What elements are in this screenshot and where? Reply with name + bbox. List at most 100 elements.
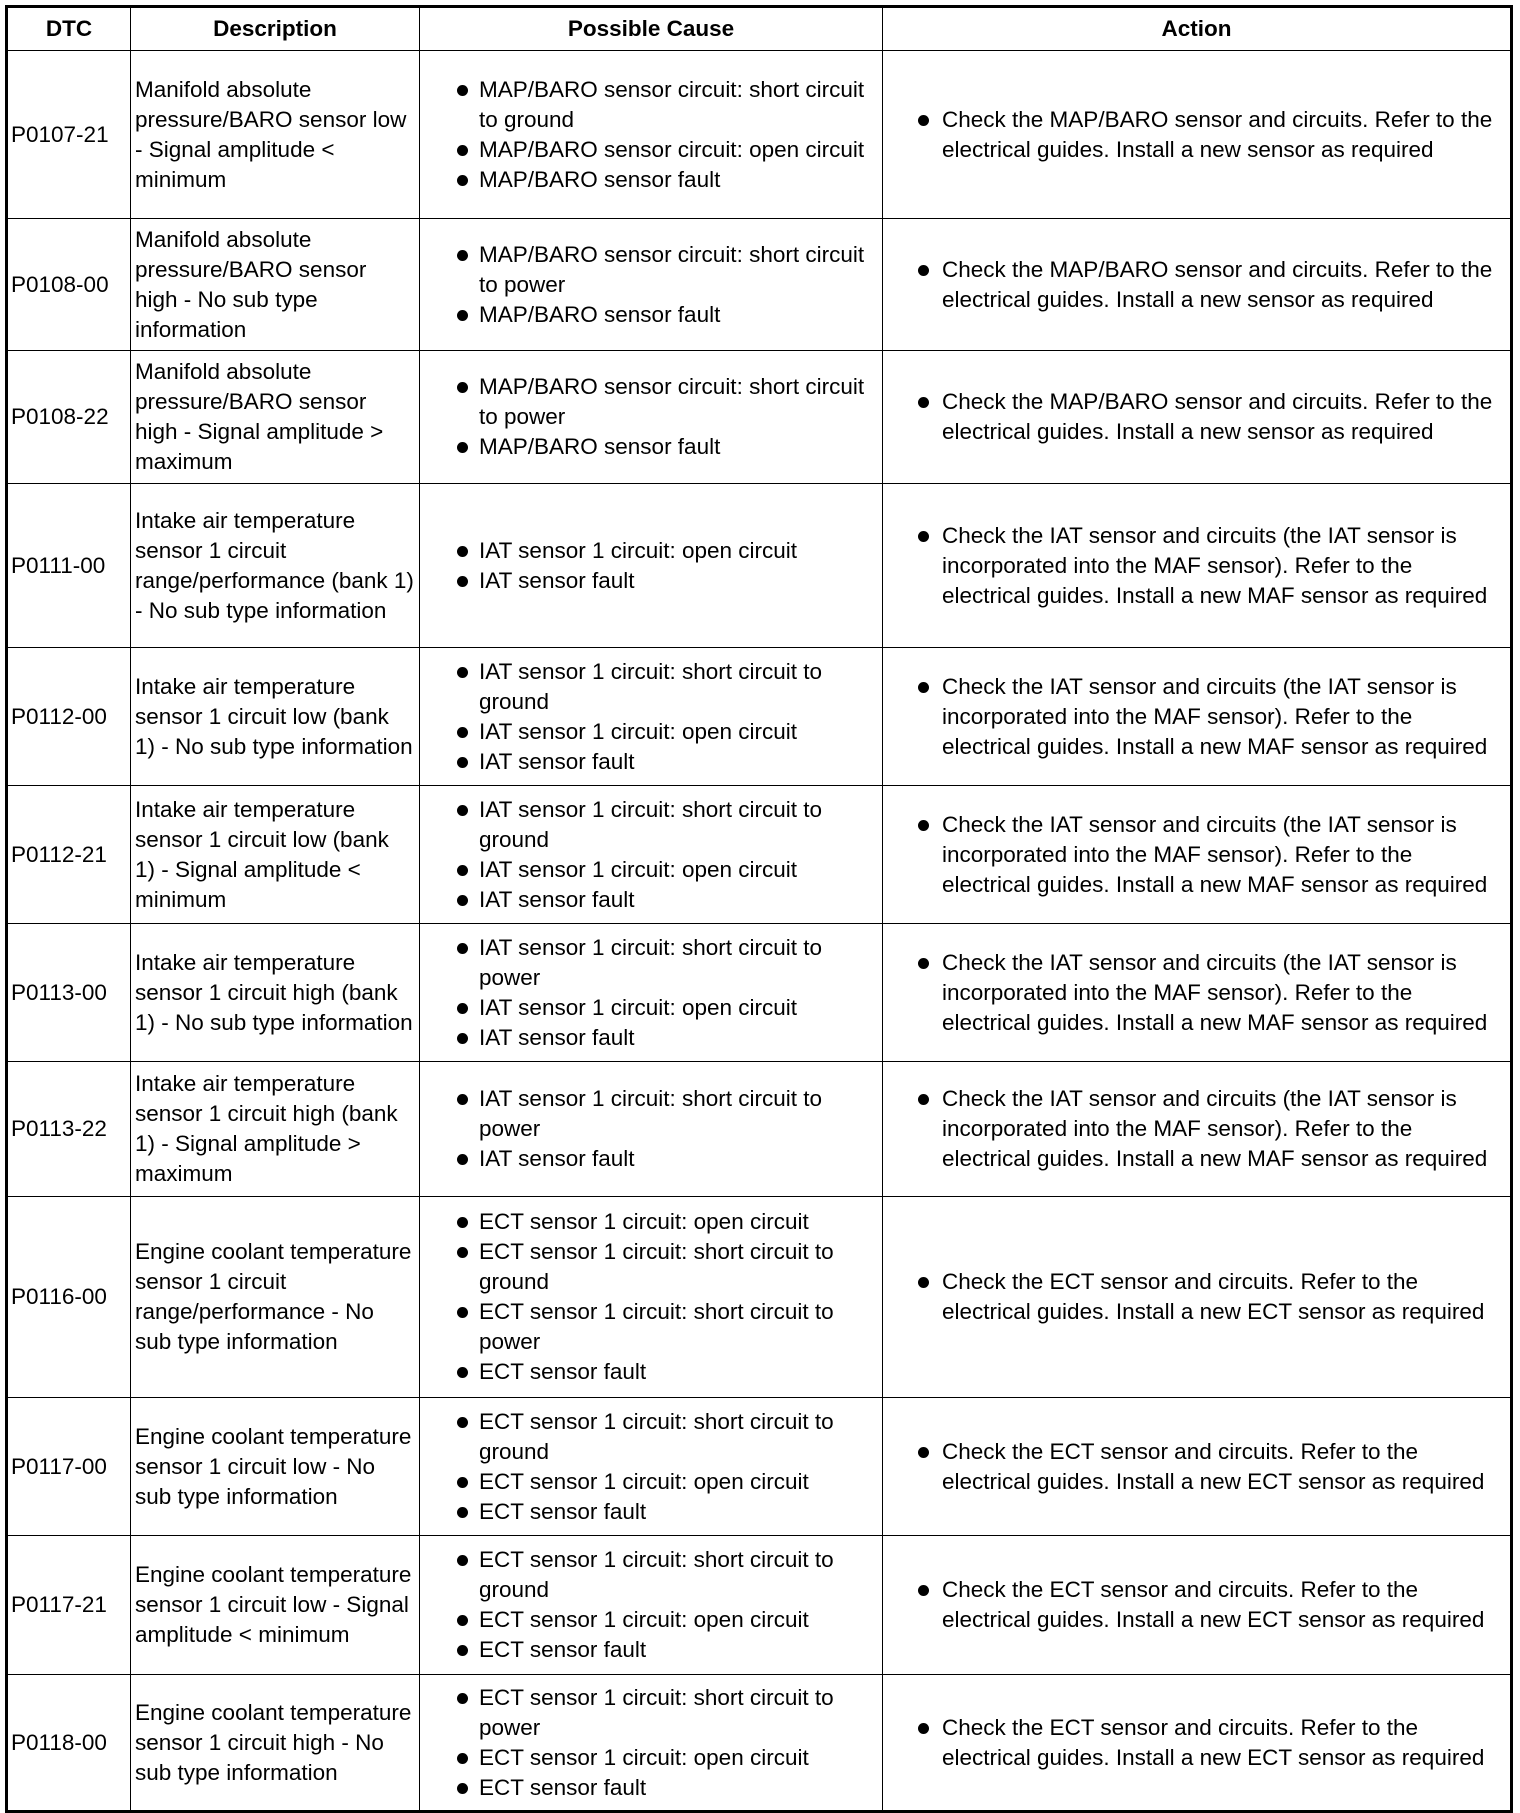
- description: Engine coolant temperature sensor 1 circ…: [130, 1397, 420, 1536]
- possible-causes: MAP/BARO sensor circuit: short circuit t…: [419, 50, 883, 219]
- dtc-code: P0108-22: [6, 350, 131, 484]
- action: Check the MAP/BARO sensor and circuits. …: [882, 350, 1512, 484]
- action: Check the IAT sensor and circuits (the I…: [882, 1061, 1512, 1197]
- action: Check the IAT sensor and circuits (the I…: [882, 483, 1512, 648]
- action: Check the IAT sensor and circuits (the I…: [882, 647, 1512, 786]
- cause-item: ECT sensor 1 circuit: short circuit to p…: [457, 1683, 878, 1743]
- action: Check the ECT sensor and circuits. Refer…: [882, 1196, 1512, 1398]
- action: Check the IAT sensor and circuits (the I…: [882, 923, 1512, 1062]
- possible-causes: IAT sensor 1 circuit: short circuit to g…: [419, 785, 883, 924]
- cause-item: ECT sensor 1 circuit: open circuit: [457, 1743, 878, 1773]
- header-action: Action: [882, 6, 1512, 51]
- action-item: Check the MAP/BARO sensor and circuits. …: [918, 105, 1506, 165]
- action-item: Check the ECT sensor and circuits. Refer…: [918, 1267, 1506, 1327]
- action-item: Check the ECT sensor and circuits. Refer…: [918, 1437, 1506, 1497]
- dtc-code: P0113-00: [6, 923, 131, 1062]
- dtc-code: P0113-22: [6, 1061, 131, 1197]
- action: Check the ECT sensor and circuits. Refer…: [882, 1674, 1512, 1812]
- cause-item: IAT sensor fault: [457, 1144, 878, 1174]
- cause-item: ECT sensor 1 circuit: open circuit: [457, 1605, 878, 1635]
- action: Check the ECT sensor and circuits. Refer…: [882, 1397, 1512, 1536]
- cause-item: ECT sensor 1 circuit: short circuit to g…: [457, 1237, 878, 1297]
- cause-item: ECT sensor 1 circuit: open circuit: [457, 1467, 878, 1497]
- dtc-code: P0107-21: [6, 50, 131, 219]
- header-dtc: DTC: [6, 6, 131, 51]
- dtc-code: P0112-00: [6, 647, 131, 786]
- dtc-code: P0117-21: [6, 1535, 131, 1675]
- description: Manifold absolute pressure/BARO sensor h…: [130, 350, 420, 484]
- cause-item: IAT sensor 1 circuit: short circuit to g…: [457, 795, 878, 855]
- cause-item: ECT sensor fault: [457, 1497, 878, 1527]
- cause-item: MAP/BARO sensor circuit: open circuit: [457, 135, 878, 165]
- action-item: Check the IAT sensor and circuits (the I…: [918, 948, 1506, 1038]
- description: Intake air temperature sensor 1 circuit …: [130, 785, 420, 924]
- description: Engine coolant temperature sensor 1 circ…: [130, 1674, 420, 1812]
- possible-causes: IAT sensor 1 circuit: short circuit to p…: [419, 923, 883, 1062]
- table-row: P0107-21 Manifold absolute pressure/BARO …: [6, 50, 1512, 219]
- dtc-table: DTC Description Possible Cause Action P0…: [5, 5, 1513, 1813]
- description: Engine coolant temperature sensor 1 circ…: [130, 1196, 420, 1398]
- cause-item: IAT sensor 1 circuit: short circuit to p…: [457, 1084, 878, 1144]
- cause-item: ECT sensor 1 circuit: short circuit to g…: [457, 1407, 878, 1467]
- header-row: DTC Description Possible Cause Action: [6, 6, 1512, 51]
- dtc-code: P0108-00: [6, 218, 131, 351]
- action: Check the MAP/BARO sensor and circuits. …: [882, 218, 1512, 351]
- description: Engine coolant temperature sensor 1 circ…: [130, 1535, 420, 1675]
- cause-item: MAP/BARO sensor circuit: short circuit t…: [457, 75, 878, 135]
- cause-item: ECT sensor fault: [457, 1635, 878, 1665]
- table-row: P0113-00 Intake air temperature sensor 1 …: [6, 923, 1512, 1062]
- table-row: P0117-00 Engine coolant temperature senso…: [6, 1397, 1512, 1536]
- cause-item: ECT sensor 1 circuit: short circuit to g…: [457, 1545, 878, 1605]
- possible-causes: IAT sensor 1 circuit: short circuit to p…: [419, 1061, 883, 1197]
- dtc-code: P0118-00: [6, 1674, 131, 1812]
- dtc-code: P0117-00: [6, 1397, 131, 1536]
- header-description: Description: [130, 6, 420, 51]
- action-item: Check the ECT sensor and circuits. Refer…: [918, 1575, 1506, 1635]
- action-item: Check the IAT sensor and circuits (the I…: [918, 521, 1506, 611]
- possible-causes: IAT sensor 1 circuit: open circuit IAT se…: [419, 483, 883, 648]
- table-row: P0112-00 Intake air temperature sensor 1 …: [6, 647, 1512, 786]
- cause-item: IAT sensor 1 circuit: open circuit: [457, 855, 878, 885]
- header-possible-cause: Possible Cause: [419, 6, 883, 51]
- possible-causes: MAP/BARO sensor circuit: short circuit t…: [419, 218, 883, 351]
- cause-item: IAT sensor fault: [457, 885, 878, 915]
- action-item: Check the MAP/BARO sensor and circuits. …: [918, 255, 1506, 315]
- cause-item: ECT sensor fault: [457, 1773, 878, 1803]
- description: Intake air temperature sensor 1 circuit …: [130, 923, 420, 1062]
- cause-item: IAT sensor fault: [457, 1023, 878, 1053]
- action: Check the IAT sensor and circuits (the I…: [882, 785, 1512, 924]
- description: Intake air temperature sensor 1 circuit …: [130, 483, 420, 648]
- possible-causes: ECT sensor 1 circuit: open circuit ECT se…: [419, 1196, 883, 1398]
- possible-causes: IAT sensor 1 circuit: short circuit to g…: [419, 647, 883, 786]
- possible-causes: ECT sensor 1 circuit: short circuit to g…: [419, 1535, 883, 1675]
- dtc-code: P0116-00: [6, 1196, 131, 1398]
- cause-item: IAT sensor 1 circuit: short circuit to p…: [457, 933, 878, 993]
- table-row: P0112-21 Intake air temperature sensor 1 …: [6, 785, 1512, 924]
- cause-item: ECT sensor 1 circuit: short circuit to p…: [457, 1297, 878, 1357]
- table-row: P0118-00 Engine coolant temperature senso…: [6, 1674, 1512, 1812]
- cause-item: MAP/BARO sensor circuit: short circuit t…: [457, 240, 878, 300]
- table-row: P0113-22 Intake air temperature sensor 1 …: [6, 1061, 1512, 1197]
- table-row: P0117-21 Engine coolant temperature senso…: [6, 1535, 1512, 1675]
- table-row: P0108-22 Manifold absolute pressure/BARO …: [6, 350, 1512, 484]
- action-item: Check the MAP/BARO sensor and circuits. …: [918, 387, 1506, 447]
- cause-item: MAP/BARO sensor fault: [457, 432, 878, 462]
- cause-item: IAT sensor 1 circuit: open circuit: [457, 993, 878, 1023]
- cause-item: IAT sensor 1 circuit: short circuit to g…: [457, 657, 878, 717]
- cause-item: ECT sensor 1 circuit: open circuit: [457, 1207, 878, 1237]
- cause-item: IAT sensor 1 circuit: open circuit: [457, 717, 878, 747]
- cause-item: IAT sensor 1 circuit: open circuit: [457, 536, 878, 566]
- action-item: Check the IAT sensor and circuits (the I…: [918, 672, 1506, 762]
- dtc-code: P0112-21: [6, 785, 131, 924]
- action-item: Check the ECT sensor and circuits. Refer…: [918, 1713, 1506, 1773]
- action-item: Check the IAT sensor and circuits (the I…: [918, 1084, 1506, 1174]
- cause-item: IAT sensor fault: [457, 566, 878, 596]
- action: Check the ECT sensor and circuits. Refer…: [882, 1535, 1512, 1675]
- cause-item: MAP/BARO sensor circuit: short circuit t…: [457, 372, 878, 432]
- possible-causes: MAP/BARO sensor circuit: short circuit t…: [419, 350, 883, 484]
- action: Check the MAP/BARO sensor and circuits. …: [882, 50, 1512, 219]
- table-row: P0111-00 Intake air temperature sensor 1 …: [6, 483, 1512, 648]
- table-row: P0116-00 Engine coolant temperature senso…: [6, 1196, 1512, 1398]
- description: Intake air temperature sensor 1 circuit …: [130, 647, 420, 786]
- cause-item: MAP/BARO sensor fault: [457, 300, 878, 330]
